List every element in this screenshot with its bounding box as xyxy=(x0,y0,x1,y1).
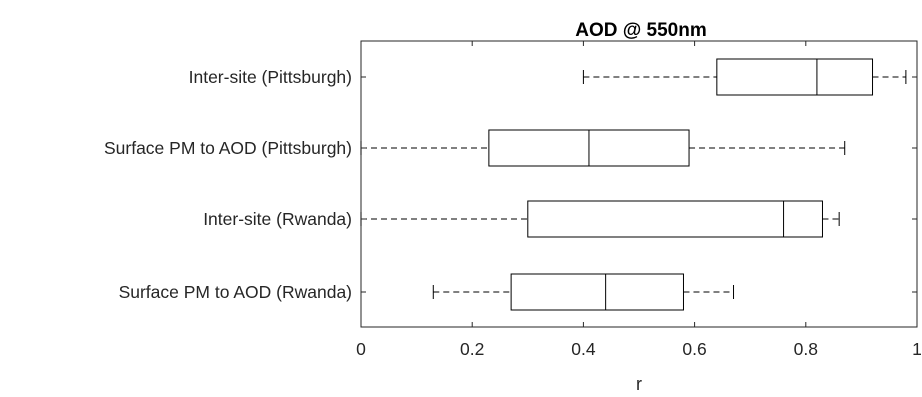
category-label: Surface PM to AOD (Pittsburgh) xyxy=(104,138,352,158)
box-2 xyxy=(360,129,846,167)
x-tick-label: 0.2 xyxy=(460,339,484,359)
x-tick-label: 0.4 xyxy=(571,339,596,359)
box-3 xyxy=(360,200,840,238)
iqr-box xyxy=(510,273,684,311)
category-label: Inter-site (Pittsburgh) xyxy=(189,67,352,87)
category-label: Inter-site (Rwanda) xyxy=(203,209,352,229)
chart-title: AOD @ 550nm xyxy=(575,20,707,41)
x-tick-label: 0.6 xyxy=(682,339,706,359)
iqr-box xyxy=(716,58,874,96)
category-labels: Inter-site (Pittsburgh) Surface PM to AOD… xyxy=(104,67,917,302)
box-1 xyxy=(582,58,907,96)
x-axis-label: r xyxy=(636,374,642,394)
plot-area-frame xyxy=(360,40,918,328)
iqr-box xyxy=(527,200,823,238)
x-tick-label: 0 xyxy=(356,339,366,359)
box-4 xyxy=(432,273,735,311)
x-tick-label: 0.8 xyxy=(794,339,818,359)
x-axis-ticks: 0 0.2 0.4 0.6 0.8 1 xyxy=(356,41,922,359)
box-series xyxy=(360,58,907,311)
category-label: Surface PM to AOD (Rwanda) xyxy=(119,282,352,302)
x-tick-label: 1 xyxy=(912,339,922,359)
